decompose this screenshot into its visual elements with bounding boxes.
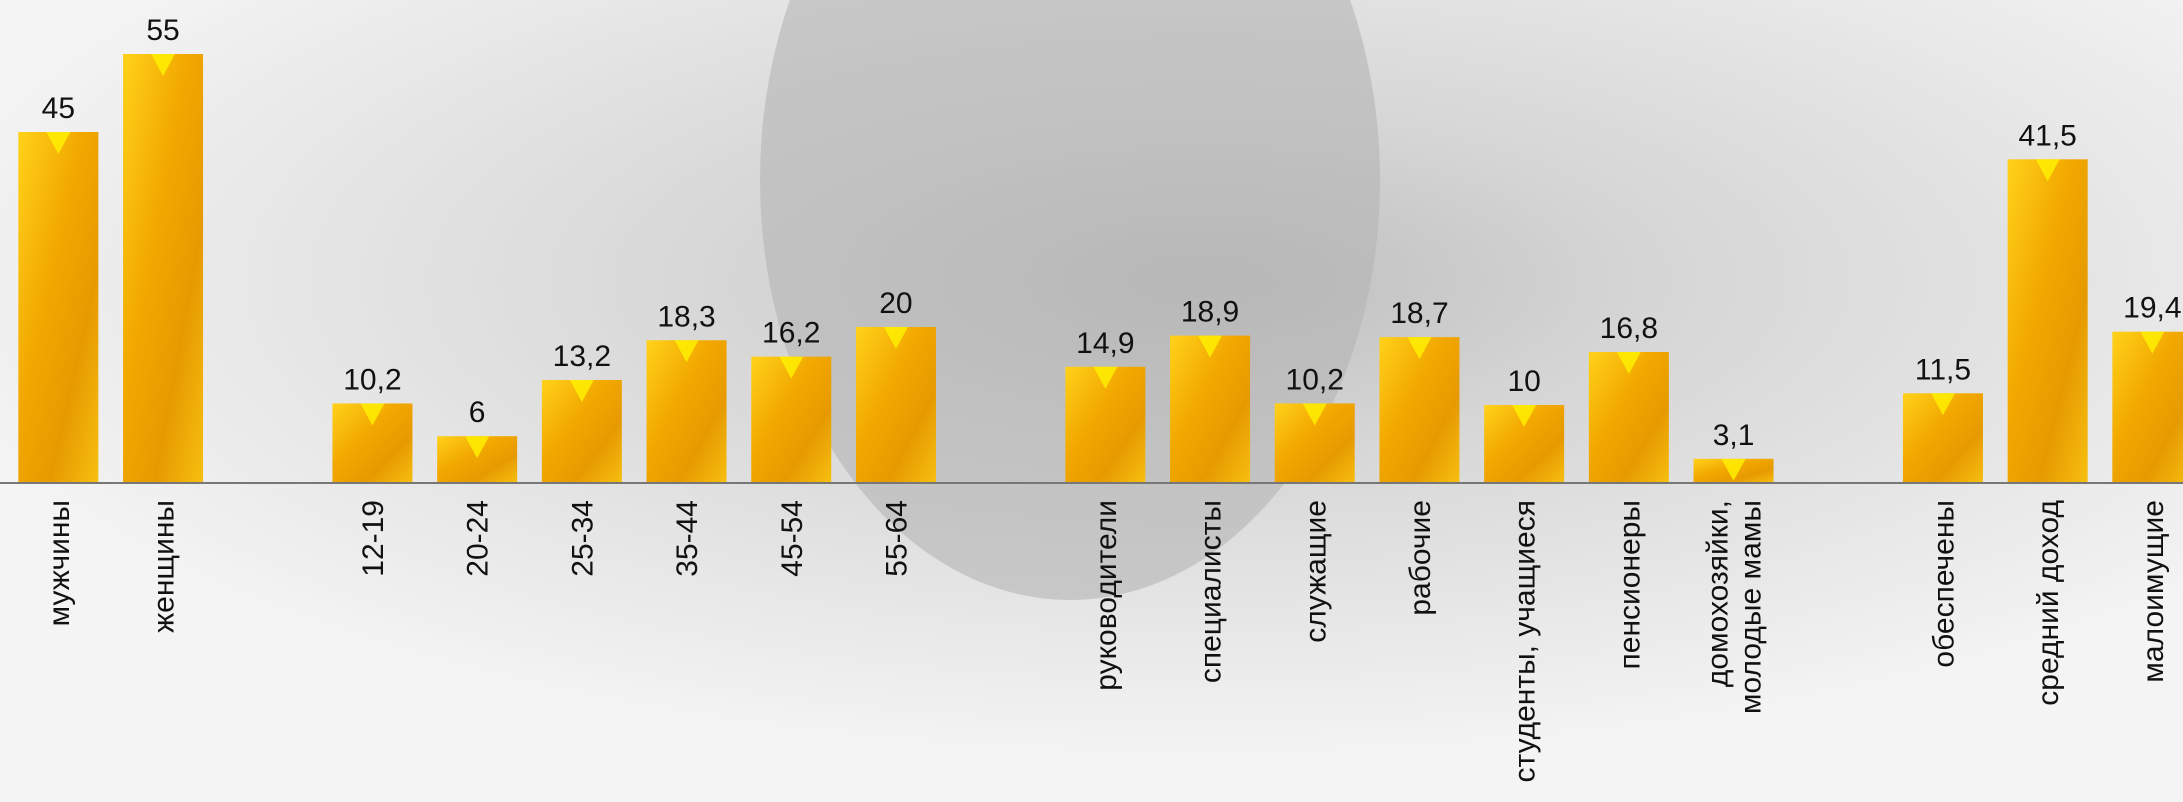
- bar-highlight: [46, 132, 71, 154]
- x-tick-label: 20-24: [462, 500, 495, 577]
- value-label: 55: [146, 14, 179, 47]
- bar: [123, 54, 204, 483]
- x-tick-label: мужчины: [43, 500, 76, 627]
- bar: [2007, 159, 2088, 484]
- x-tick-label: женщины: [148, 500, 181, 633]
- bar-highlight: [779, 356, 804, 379]
- bar-highlight: [1302, 403, 1327, 426]
- bar-highlight: [1930, 393, 1955, 416]
- bar: [18, 132, 99, 483]
- x-tick-label: 12-19: [357, 500, 390, 577]
- value-label: 10: [1507, 365, 1540, 398]
- bar-highlight: [465, 436, 490, 459]
- x-tick-label: пенсионеры: [1613, 500, 1646, 669]
- value-label: 16,2: [762, 317, 820, 350]
- value-label: 45: [42, 92, 75, 125]
- x-tick-label: 45-54: [776, 500, 809, 577]
- x-tick-label: студенты, учащиеся: [1509, 500, 1542, 783]
- x-tick-label: рабочие: [1404, 500, 1437, 616]
- bar: [646, 340, 727, 483]
- value-label: 10,2: [343, 363, 401, 396]
- bar-highlight: [883, 327, 908, 349]
- value-label: 18,9: [1181, 296, 1239, 329]
- x-tick-label: средний доход: [2032, 500, 2065, 706]
- x-tick-label: служащие: [1299, 500, 1332, 643]
- x-tick-label: 25-34: [566, 500, 599, 577]
- x-tick-label: 55-64: [880, 500, 913, 577]
- x-tick-label: домохозяйки,молодые мамы: [1702, 500, 1768, 714]
- x-tick-label: 35-44: [671, 500, 704, 577]
- value-label: 13,2: [553, 340, 611, 373]
- bar: [2112, 331, 2183, 483]
- value-label: 14,9: [1076, 327, 1134, 360]
- bar-highlight: [1616, 351, 1641, 374]
- value-label: 19,4: [2123, 292, 2181, 325]
- x-tick-label: малоимущие: [2137, 500, 2170, 683]
- bar: [1379, 337, 1460, 483]
- bar-highlight: [360, 403, 385, 426]
- bar-highlight: [1407, 337, 1432, 360]
- value-label: 18,7: [1390, 297, 1448, 330]
- value-label: 6: [469, 396, 486, 429]
- bar-highlight: [2140, 331, 2165, 354]
- value-label: 3,1: [1713, 419, 1755, 452]
- value-label: 10,2: [1286, 363, 1344, 396]
- x-tick-label: руководители: [1090, 500, 1123, 691]
- x-tick-label: специалисты: [1195, 500, 1228, 683]
- bar-highlight: [151, 54, 176, 76]
- bar: [855, 327, 936, 483]
- bar-highlight: [2035, 159, 2060, 182]
- x-tick-label: обеспечены: [1927, 500, 1960, 668]
- bar-highlight: [1093, 366, 1118, 389]
- value-label: 18,3: [657, 300, 715, 333]
- bar-highlight: [1512, 405, 1537, 427]
- bar-highlight: [569, 380, 594, 403]
- bar-highlight: [1198, 335, 1223, 358]
- value-label: 20: [879, 287, 912, 320]
- value-label: 41,5: [2018, 119, 2076, 152]
- bar-highlight: [674, 340, 699, 363]
- value-label: 16,8: [1600, 312, 1658, 345]
- bar: [1170, 335, 1251, 483]
- value-label: 11,5: [1915, 353, 1971, 386]
- bar-highlight: [1721, 458, 1746, 481]
